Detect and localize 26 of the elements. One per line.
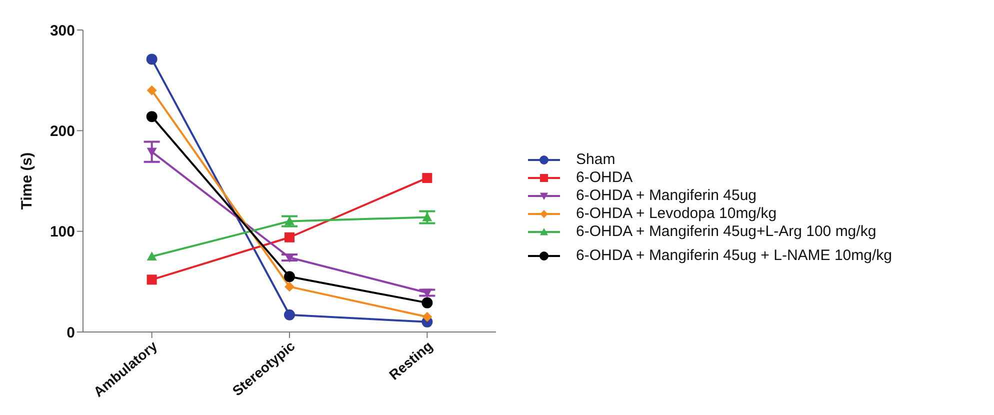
point	[146, 274, 157, 285]
point	[146, 111, 158, 122]
legend-label: 6-OHDA	[576, 169, 633, 186]
point	[422, 312, 432, 322]
y-tick-label: 300	[50, 22, 75, 40]
legend-label: 6-OHDA + Mangiferin 45ug + L-NAME 10mg/kg	[576, 247, 892, 264]
y-tick-label: 0	[66, 324, 75, 342]
y-axis-title: Time (s)	[18, 152, 36, 210]
point	[146, 252, 157, 260]
legend-label: 6-OHDA + Mangiferin 45ug	[576, 187, 757, 204]
point	[284, 232, 294, 242]
point	[146, 54, 158, 65]
point	[422, 297, 433, 308]
legend-label: 6-OHDA + Levodopa 10mg/kg	[576, 205, 777, 222]
y-tick-label: 200	[50, 122, 75, 140]
legend-label: Sham	[576, 151, 616, 168]
point	[422, 212, 432, 222]
point	[422, 288, 432, 298]
point	[284, 271, 295, 282]
point	[146, 148, 157, 157]
legend-label: 6-OHDA + Mangiferin 45ug+L-Arg 100 mg/kg	[576, 223, 876, 240]
point	[284, 282, 294, 292]
y-tick-label: 100	[50, 224, 75, 241]
point	[422, 172, 432, 183]
point	[146, 85, 157, 96]
point	[284, 309, 295, 320]
